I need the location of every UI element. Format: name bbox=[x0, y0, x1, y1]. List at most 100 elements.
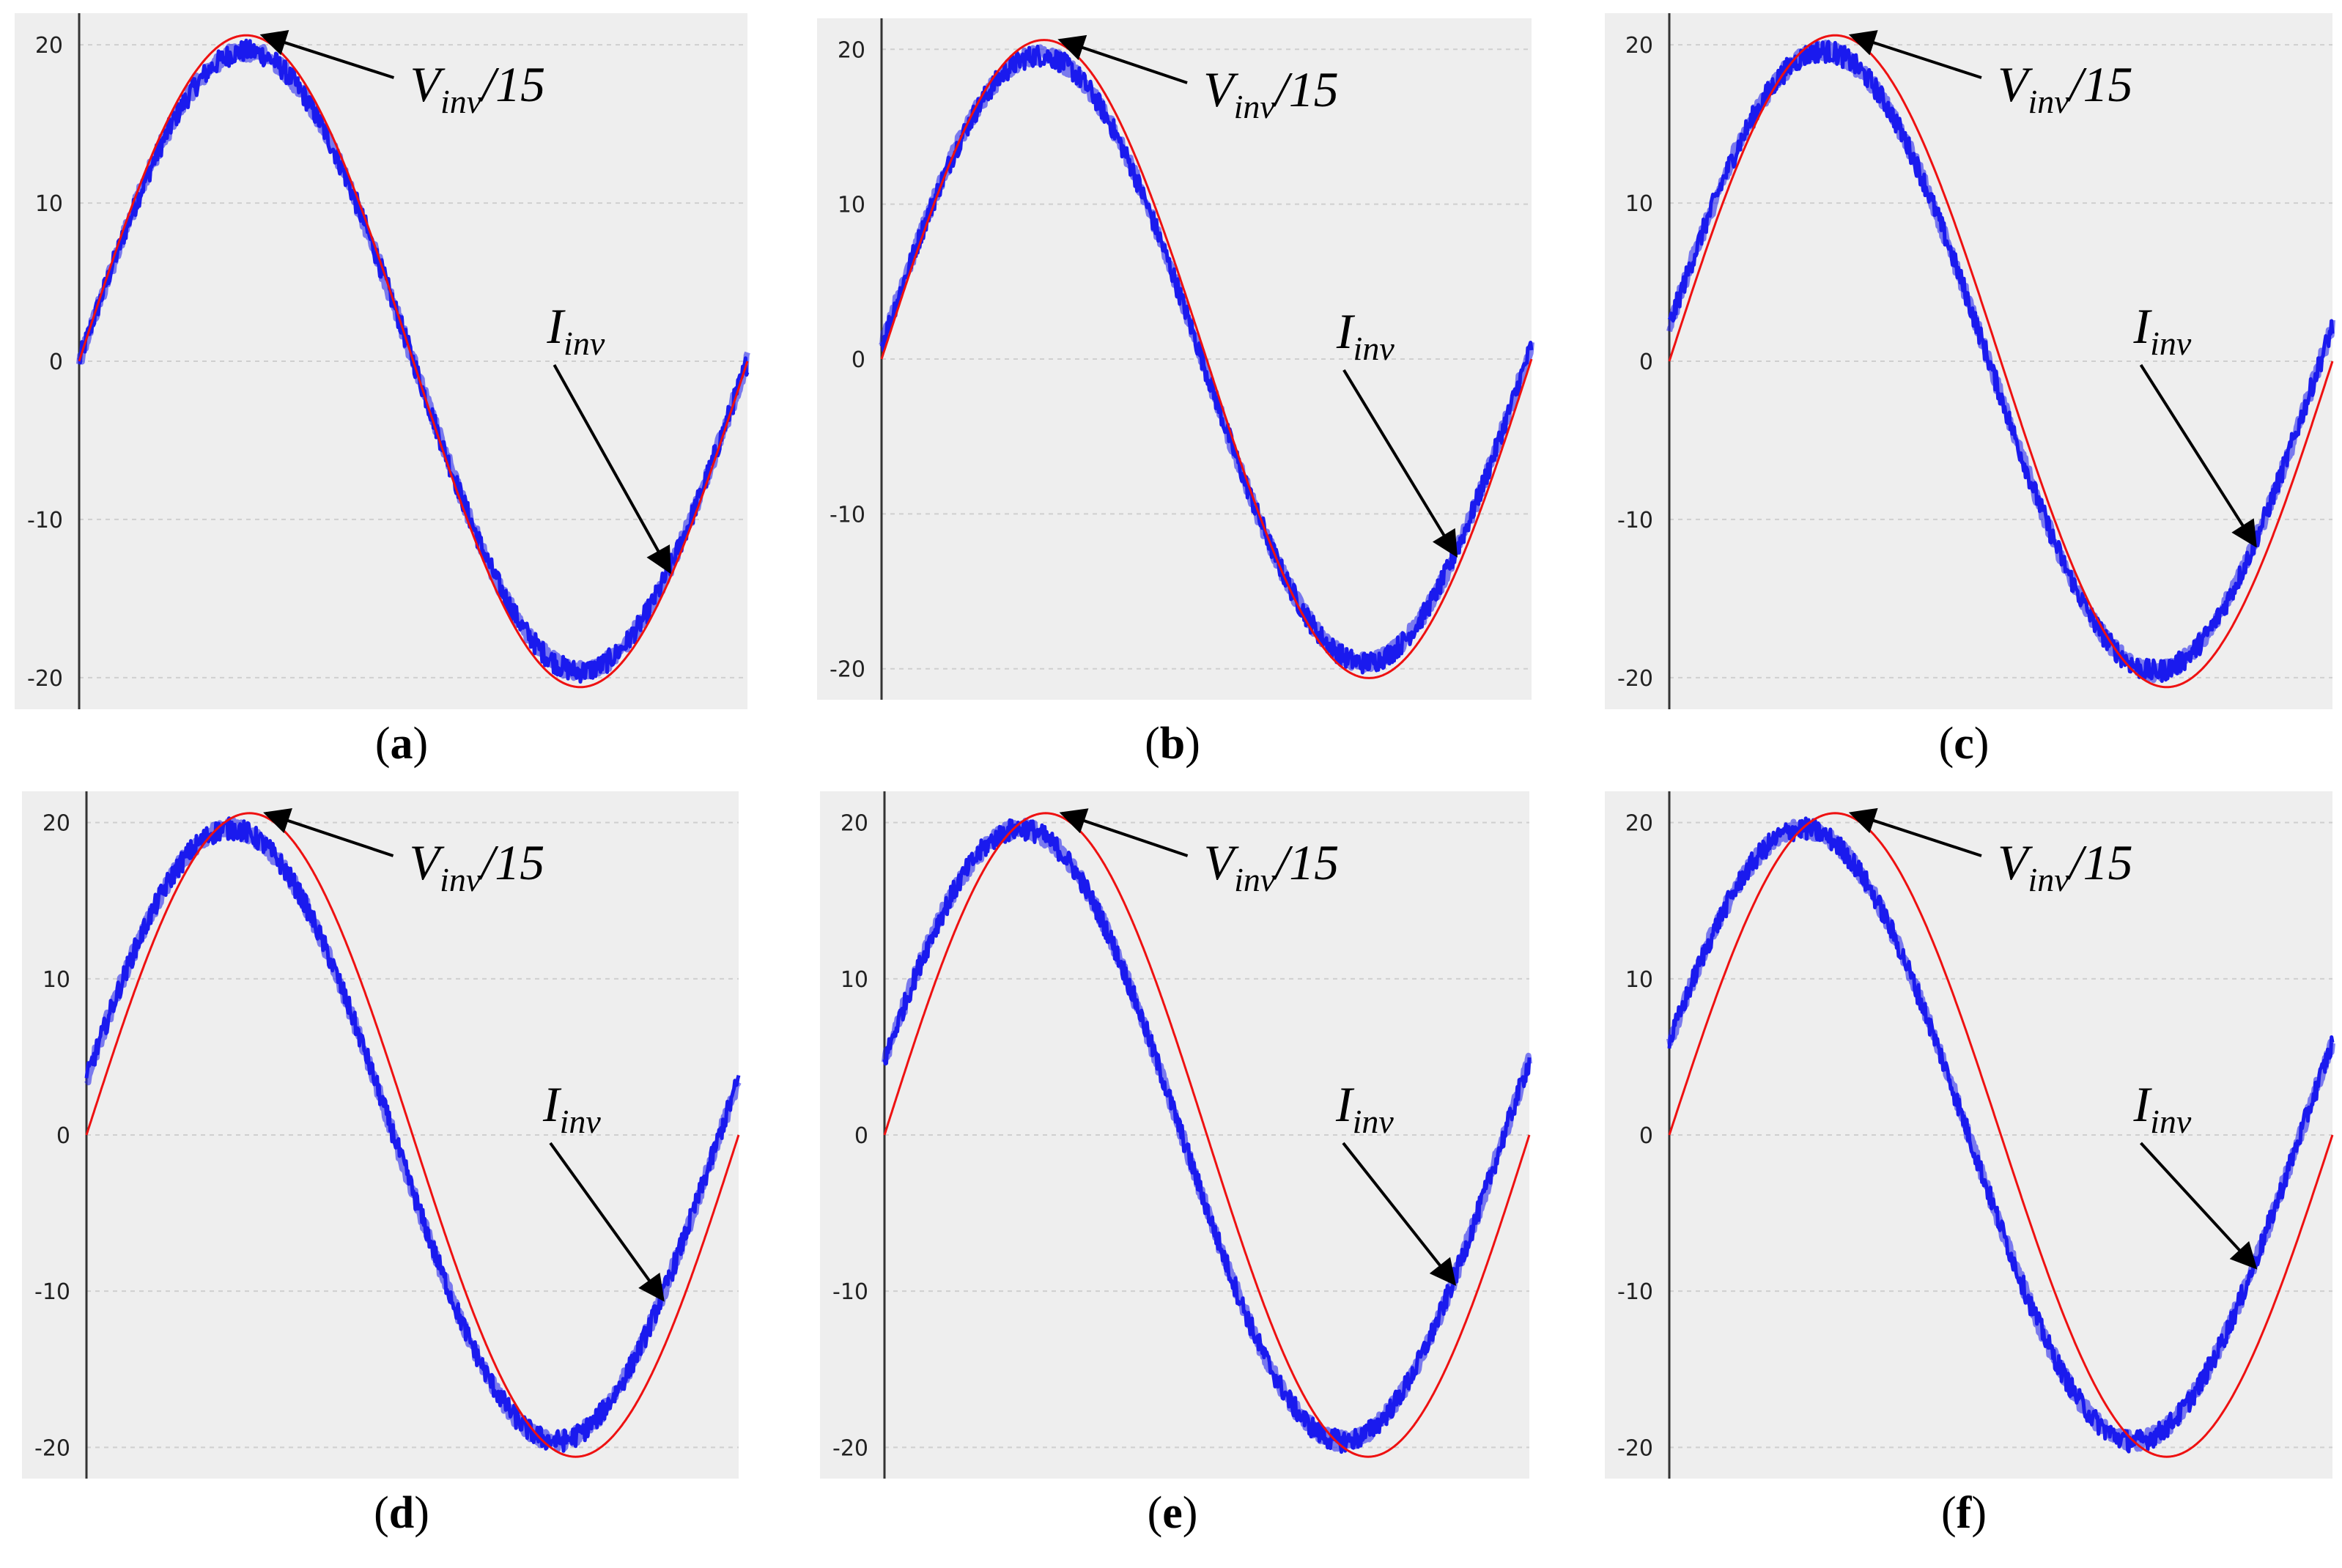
y-tick-label: 10 bbox=[1625, 967, 1653, 993]
current-annotation-main: I bbox=[2133, 1076, 2153, 1132]
y-tick-label: 10 bbox=[838, 193, 865, 218]
current-annotation-sub: inv bbox=[560, 1103, 602, 1140]
panel-label-open: ( bbox=[1939, 719, 1954, 769]
voltage-annotation-suffix: /15 bbox=[1272, 62, 1339, 117]
panel-label-open: ( bbox=[374, 1488, 389, 1538]
panel-label-close: ) bbox=[1974, 719, 1990, 769]
y-tick-label: 0 bbox=[49, 350, 63, 375]
current-annotation-sub: inv bbox=[2150, 1103, 2192, 1140]
voltage-annotation-suffix: /15 bbox=[1272, 835, 1339, 890]
series-current bbox=[84, 816, 741, 1453]
y-tick-label: 10 bbox=[841, 967, 868, 993]
panel-label-close: ) bbox=[414, 1488, 429, 1538]
voltage-annotation-sub: inv bbox=[2028, 861, 2070, 898]
voltage-annotation-main: V bbox=[1998, 835, 2033, 890]
series-current bbox=[882, 818, 1532, 1454]
panel-label-open: ( bbox=[1941, 1488, 1957, 1538]
panel-label: (a) bbox=[375, 719, 428, 769]
voltage-annotation-main: V bbox=[1998, 56, 2033, 112]
voltage-arrow bbox=[1057, 34, 1188, 84]
voltage-annotation-main: V bbox=[410, 56, 446, 112]
panel-label-letter: a bbox=[391, 719, 413, 769]
chart-panel-f: 20 10 0 -10 -20 Vinv/15 Iinv (f) bbox=[1605, 791, 2335, 1538]
panel-label-close: ) bbox=[1183, 1488, 1198, 1538]
y-tick-label: 20 bbox=[35, 33, 63, 59]
current-annotation-sub: inv bbox=[1353, 1103, 1395, 1140]
panel-label: (c) bbox=[1939, 719, 1990, 769]
panel-label-close: ) bbox=[413, 719, 429, 769]
panel-label-letter: c bbox=[1954, 719, 1974, 769]
y-tick-label: -10 bbox=[830, 502, 865, 528]
current-annotation: Iinv bbox=[546, 298, 605, 362]
y-tick-label: -20 bbox=[34, 1435, 70, 1461]
y-tick-label: 10 bbox=[1625, 191, 1653, 217]
panel-label: (f) bbox=[1941, 1488, 1987, 1538]
y-tick-label: -20 bbox=[1617, 1435, 1653, 1461]
y-tick-label: -10 bbox=[832, 1279, 868, 1305]
y-tick-label: 20 bbox=[43, 811, 70, 837]
y-tick-label: -20 bbox=[27, 666, 63, 692]
y-tick-label: 20 bbox=[1625, 33, 1653, 59]
chart-panel-e: 20 10 0 -10 -20 Vinv/15 Iinv (e) bbox=[820, 791, 1532, 1538]
series-current bbox=[1667, 816, 2335, 1454]
y-tick-label: 0 bbox=[1639, 1123, 1653, 1149]
voltage-annotation-main: V bbox=[1203, 62, 1239, 117]
y-tick-label: -10 bbox=[1617, 1279, 1653, 1305]
voltage-annotation-suffix: /15 bbox=[2066, 56, 2133, 112]
series-voltage bbox=[880, 39, 1533, 679]
current-annotation-main: I bbox=[1335, 1076, 1355, 1132]
panel-label: (e) bbox=[1148, 1488, 1198, 1538]
y-tick-label: 0 bbox=[852, 347, 865, 373]
panel-label-open: ( bbox=[1145, 719, 1160, 769]
current-arrow bbox=[2139, 363, 2257, 548]
series-current bbox=[879, 44, 1534, 675]
current-annotation: Iinv bbox=[1335, 1076, 1394, 1140]
chart-panel-c: 20 10 0 -10 -20 Vinv/15 Iinv (c) bbox=[1605, 13, 2335, 769]
voltage-annotation: Vinv/15 bbox=[410, 56, 545, 120]
voltage-arrow bbox=[1059, 808, 1189, 857]
panel-label-letter: e bbox=[1162, 1488, 1183, 1538]
panel-label-open: ( bbox=[1148, 1488, 1163, 1538]
series-voltage bbox=[1668, 812, 2334, 1458]
y-tick-label: 20 bbox=[841, 811, 868, 837]
voltage-annotation-main: V bbox=[410, 835, 446, 890]
y-tick-label: 10 bbox=[35, 191, 63, 217]
series-voltage bbox=[1668, 34, 2334, 689]
voltage-annotation-sub: inv bbox=[1234, 88, 1276, 125]
panel-label-close: ) bbox=[1185, 719, 1200, 769]
y-tick-label: -10 bbox=[1617, 508, 1653, 533]
voltage-arrow bbox=[259, 30, 395, 79]
series-voltage bbox=[883, 812, 1531, 1458]
y-tick-label: -10 bbox=[27, 508, 63, 533]
y-tick-label: 0 bbox=[1639, 350, 1653, 375]
chart-panel-d: 20 10 0 -10 -20 Vinv/15 Iinv (d) bbox=[22, 791, 742, 1538]
panel-label-open: ( bbox=[375, 719, 391, 769]
voltage-annotation-sub: inv bbox=[2028, 83, 2070, 120]
current-annotation-sub: inv bbox=[2150, 325, 2192, 362]
voltage-annotation: Vinv/15 bbox=[1203, 62, 1339, 125]
y-tick-label: -20 bbox=[830, 657, 865, 683]
current-annotation-main: I bbox=[546, 298, 566, 354]
current-arrow bbox=[2140, 1142, 2258, 1270]
panel-label: (b) bbox=[1145, 719, 1200, 769]
panel-label-close: ) bbox=[1971, 1488, 1987, 1538]
voltage-annotation-suffix: /15 bbox=[478, 835, 544, 890]
voltage-annotation: Vinv/15 bbox=[1998, 835, 2133, 898]
current-annotation-main: I bbox=[542, 1076, 562, 1132]
panel-label-letter: f bbox=[1957, 1488, 1973, 1538]
voltage-annotation: Vinv/15 bbox=[410, 835, 545, 898]
voltage-arrow bbox=[1848, 30, 1982, 79]
voltage-annotation: Vinv/15 bbox=[1204, 835, 1340, 898]
chart-panel-b: 20 10 0 -10 -20 Vinv/15 Iinv (b) bbox=[817, 18, 1534, 769]
current-annotation-main: I bbox=[2133, 298, 2153, 354]
y-tick-label: 20 bbox=[838, 37, 865, 63]
current-annotation: Iinv bbox=[2133, 298, 2192, 362]
voltage-annotation-sub: inv bbox=[440, 861, 481, 898]
current-annotation-sub: inv bbox=[1353, 330, 1395, 367]
current-annotation-sub: inv bbox=[564, 325, 605, 362]
voltage-annotation-sub: inv bbox=[1234, 861, 1276, 898]
y-tick-label: -20 bbox=[1617, 666, 1653, 692]
series-voltage bbox=[85, 812, 740, 1458]
y-tick-label: 20 bbox=[1625, 811, 1653, 837]
